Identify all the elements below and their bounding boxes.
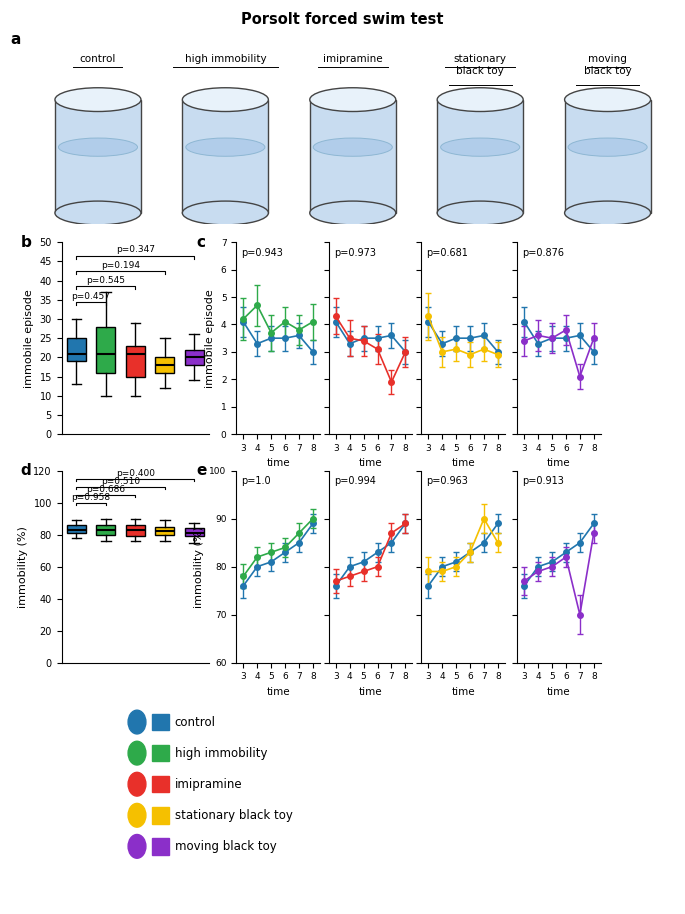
PathPatch shape [126, 345, 145, 377]
X-axis label: time: time [547, 687, 571, 697]
PathPatch shape [67, 525, 86, 533]
Ellipse shape [55, 88, 141, 112]
X-axis label: time: time [359, 459, 382, 469]
Text: p=0.510: p=0.510 [101, 477, 140, 486]
Ellipse shape [313, 138, 393, 156]
Bar [564, 100, 651, 213]
Text: p=0.963: p=0.963 [426, 476, 468, 486]
Text: imipramine: imipramine [323, 54, 383, 64]
Ellipse shape [440, 138, 520, 156]
PathPatch shape [185, 528, 203, 537]
PathPatch shape [67, 338, 86, 361]
X-axis label: time: time [451, 459, 475, 469]
PathPatch shape [126, 525, 145, 537]
Ellipse shape [58, 138, 138, 156]
Text: b: b [21, 235, 32, 250]
X-axis label: time: time [547, 459, 571, 469]
Ellipse shape [568, 138, 647, 156]
Text: p=0.457: p=0.457 [72, 292, 110, 301]
Text: p=0.876: p=0.876 [522, 248, 564, 258]
Text: p=0.686: p=0.686 [86, 485, 125, 494]
Text: p=0.347: p=0.347 [116, 246, 155, 254]
Text: moving black toy: moving black toy [175, 840, 277, 853]
Ellipse shape [186, 138, 265, 156]
Text: moving
black toy: moving black toy [584, 54, 632, 76]
Text: p=1.0: p=1.0 [241, 476, 271, 486]
Text: p=0.400: p=0.400 [116, 469, 155, 478]
PathPatch shape [155, 526, 174, 535]
Text: high immobility: high immobility [184, 54, 266, 64]
PathPatch shape [97, 525, 115, 535]
Ellipse shape [564, 201, 651, 225]
Text: high immobility: high immobility [175, 747, 267, 760]
Text: p=0.681: p=0.681 [426, 248, 468, 258]
Ellipse shape [55, 201, 141, 225]
Ellipse shape [310, 88, 396, 112]
Text: Porsolt forced swim test: Porsolt forced swim test [241, 12, 444, 27]
Text: stationary
black toy: stationary black toy [453, 54, 507, 76]
Ellipse shape [564, 88, 651, 112]
Bar [310, 100, 396, 213]
X-axis label: time: time [266, 687, 290, 697]
X-axis label: time: time [266, 459, 290, 469]
Y-axis label: immobile episode: immobile episode [206, 289, 215, 388]
PathPatch shape [185, 350, 203, 365]
Y-axis label: immobility (%): immobility (%) [18, 526, 28, 608]
Text: p=0.973: p=0.973 [334, 248, 376, 258]
Text: p=0.545: p=0.545 [86, 276, 125, 285]
Text: control: control [175, 716, 216, 728]
X-axis label: time: time [451, 687, 475, 697]
Bar [182, 100, 269, 213]
Text: d: d [21, 463, 31, 478]
Text: p=0.913: p=0.913 [522, 476, 564, 486]
X-axis label: time: time [359, 687, 382, 697]
Text: stationary black toy: stationary black toy [175, 809, 292, 822]
Text: p=0.994: p=0.994 [334, 476, 375, 486]
Text: c: c [196, 235, 206, 250]
PathPatch shape [155, 357, 174, 373]
Text: p=0.958: p=0.958 [71, 493, 111, 502]
Text: imipramine: imipramine [175, 778, 242, 791]
Y-axis label: immobile episode: immobile episode [24, 289, 34, 388]
Ellipse shape [437, 201, 523, 225]
Y-axis label: immobility (%): immobility (%) [194, 526, 204, 608]
Text: p=0.194: p=0.194 [101, 260, 140, 270]
Bar [437, 100, 523, 213]
Ellipse shape [182, 88, 269, 112]
Bar [55, 100, 141, 213]
Ellipse shape [310, 201, 396, 225]
Text: e: e [196, 463, 207, 478]
PathPatch shape [97, 326, 115, 373]
Text: a: a [10, 32, 21, 47]
Text: control: control [79, 54, 116, 64]
Ellipse shape [437, 88, 523, 112]
Text: p=0.943: p=0.943 [241, 248, 283, 258]
Ellipse shape [182, 201, 269, 225]
